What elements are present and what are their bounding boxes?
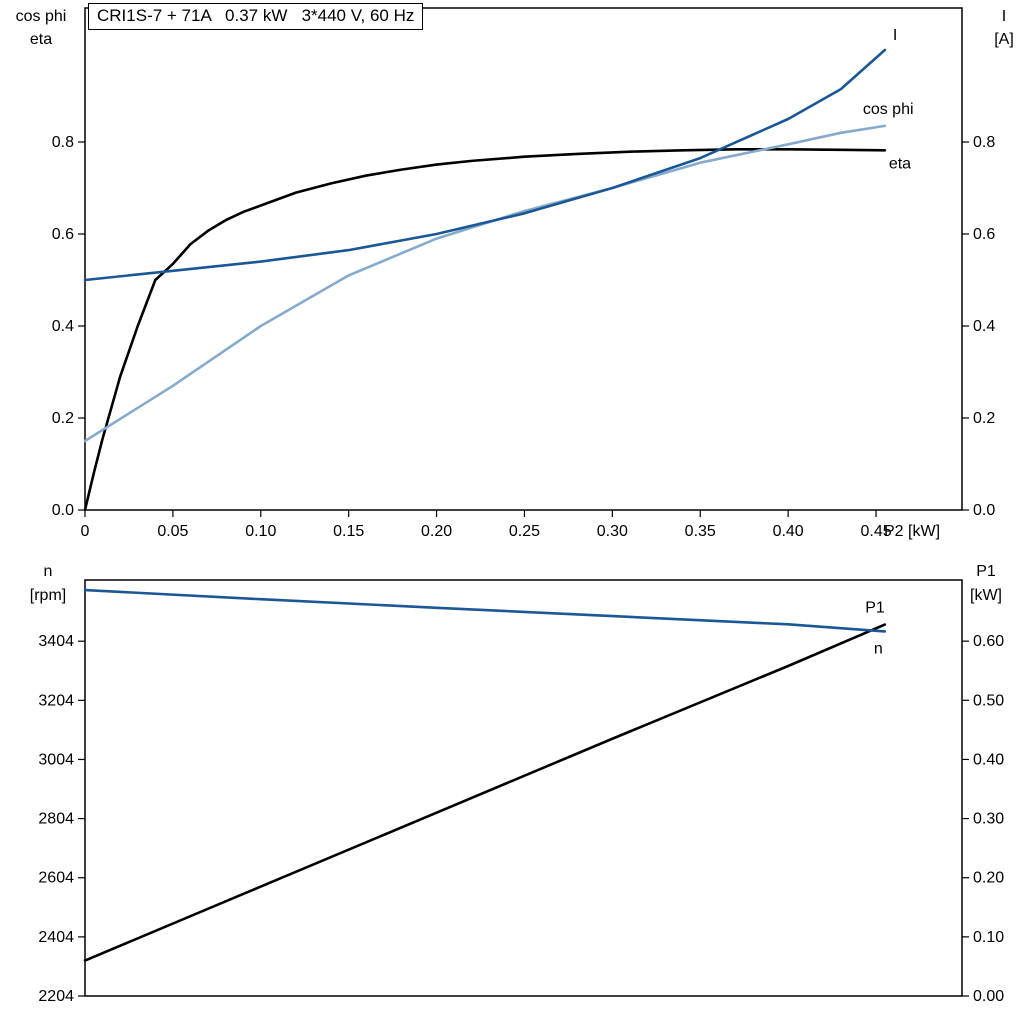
left-axis-title: [rpm] (30, 587, 66, 604)
left-tick-label: 0.0 (52, 502, 74, 519)
right-tick-label: 0.2 (973, 410, 995, 427)
plot-frame (84, 7, 963, 511)
curve-label-cos-phi: cos phi (863, 101, 914, 118)
left-tick-label: 0.2 (52, 410, 74, 427)
left-tick-label: 0.6 (52, 226, 74, 243)
curve-eta (83, 148, 887, 512)
right-tick-label: 0.60 (973, 633, 1004, 650)
curve-label-P1: P1 (865, 600, 885, 617)
x-tick-label: 0.30 (597, 523, 628, 540)
left-tick-label: 3404 (38, 633, 74, 650)
right-tick-label: 0.4 (973, 318, 995, 335)
curve-cos-phi (83, 124, 887, 443)
plot-frame (84, 579, 963, 997)
curve-I (83, 48, 887, 282)
left-axis-title: cos phi (16, 8, 67, 25)
curve-label-n: n (874, 640, 883, 657)
right-tick-label: 0.10 (973, 929, 1004, 946)
x-tick-label: 0.10 (245, 523, 276, 540)
right-tick-label: 0.00 (973, 988, 1004, 1005)
curve-label-I: I (893, 27, 897, 44)
left-tick-label: 3204 (38, 692, 74, 709)
right-axis-title: [A] (994, 31, 1014, 48)
curve-P1 (83, 623, 887, 962)
x-tick-label: 0.45 (860, 523, 891, 540)
left-tick-label: 2604 (38, 870, 74, 887)
left-axis-title: eta (30, 31, 52, 48)
x-tick-label: 0 (81, 523, 90, 540)
x-tick-label: 0.40 (773, 523, 804, 540)
left-tick-label: 0.8 (52, 134, 74, 151)
x-tick-label: 0.20 (421, 523, 452, 540)
x-tick-label: 0.35 (685, 523, 716, 540)
right-tick-label: 0.6 (973, 226, 995, 243)
right-axis-title: [kW] (970, 587, 1002, 604)
x-tick-label: 0.25 (509, 523, 540, 540)
left-tick-label: 3004 (38, 751, 74, 768)
left-tick-label: 2404 (38, 929, 74, 946)
right-tick-label: 0.50 (973, 692, 1004, 709)
left-tick-label: 2804 (38, 811, 74, 828)
curve-label-eta: eta (889, 155, 911, 172)
chart-title-box: CRI1S-7 + 71A 0.37 kW 3*440 V, 60 Hz (88, 3, 424, 30)
right-tick-label: 0.0 (973, 502, 995, 519)
left-tick-label: 2204 (38, 988, 74, 1005)
x-axis-title: P2 [kW] (884, 523, 940, 540)
left-axis-title: n (44, 563, 53, 580)
right-tick-label: 0.30 (973, 811, 1004, 828)
chart-top: 0 0.05 0.10 0.15 0.20 0.25 0.30 0.35 0.40 0.45P2 … (16, 7, 1014, 540)
chart-bottom: 2204 2404 2604 2804 3004 3204 3404 0.00 0.10 0.20… (30, 563, 1004, 1005)
x-tick-label: 0.15 (333, 523, 364, 540)
left-tick-label: 0.4 (52, 318, 74, 335)
right-tick-label: 0.8 (973, 134, 995, 151)
right-axis-title: I (1002, 8, 1006, 25)
curve-n (83, 588, 887, 633)
right-axis-title: P1 (976, 563, 996, 580)
right-tick-label: 0.20 (973, 870, 1004, 887)
x-tick-label: 0.05 (157, 523, 188, 540)
right-tick-label: 0.40 (973, 751, 1004, 768)
